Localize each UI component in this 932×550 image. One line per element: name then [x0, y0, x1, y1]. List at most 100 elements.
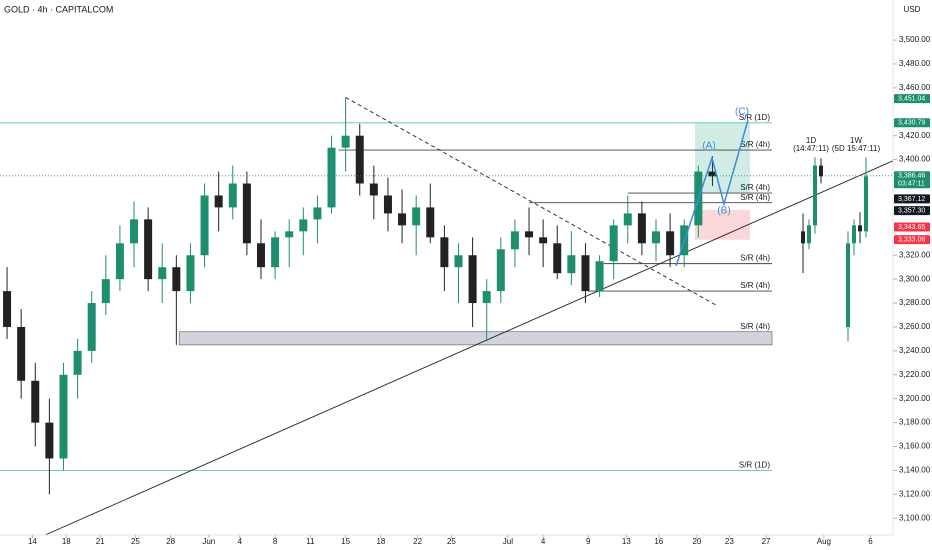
sr-label: S/R (4h) [740, 281, 770, 290]
x-tick-label: 16 [654, 537, 663, 546]
y-tick-label: 3,220.00 [899, 370, 931, 379]
y-tick-label: 3,500.00 [899, 35, 931, 44]
candle-body [846, 243, 850, 327]
candle-body [819, 165, 823, 177]
candle-body [115, 243, 124, 280]
candle-body [482, 291, 491, 304]
x-tick-label: 8 [273, 537, 278, 546]
candle-body [383, 195, 392, 214]
x-tick-label: Aug [817, 537, 831, 546]
x-tick-label: 9 [586, 537, 591, 546]
candle-body [271, 237, 280, 268]
candle-body [454, 255, 463, 268]
candle-body [17, 326, 26, 381]
sr-label: S/R (4h) [740, 193, 770, 202]
candle-body [313, 207, 322, 220]
candle-body [807, 225, 811, 244]
y-tick-label: 3,400.00 [899, 155, 931, 164]
candle-body [369, 183, 378, 196]
candle-body [101, 279, 110, 304]
candle-body [852, 225, 856, 244]
y-tick-label: 3,120.00 [899, 489, 931, 498]
candle-body [299, 219, 308, 232]
wave-path [675, 119, 749, 267]
trendline [345, 97, 717, 306]
price-badge [894, 194, 930, 204]
candle-body [398, 213, 407, 226]
candle-body [801, 231, 805, 244]
candle-body [468, 255, 477, 304]
candle-body [31, 380, 40, 423]
candle-body [285, 231, 294, 238]
sr-label: S/R (4h) [740, 183, 770, 192]
x-tick-label: 27 [762, 537, 771, 546]
inset-subtitle: (14:47:11) [793, 144, 829, 153]
y-tick-label: 3,100.00 [899, 513, 931, 522]
x-tick-label: 20 [692, 537, 701, 546]
candle-body [3, 291, 12, 327]
x-tick-label: 6 [868, 537, 873, 546]
candle-body [158, 267, 167, 280]
candle-body [45, 422, 54, 459]
chart-title: GOLD · 4h · CAPITALCOM [4, 4, 113, 14]
inset-title: 1W [850, 136, 862, 145]
price-badge-label: 3,430.79 [898, 120, 925, 127]
candle-body [651, 231, 660, 244]
sr-label: S/R (1D) [739, 461, 770, 470]
price-badge-label: 3,357.30 [898, 207, 925, 214]
inset-title: 1D [806, 136, 816, 145]
price-badge [894, 222, 930, 232]
candle-body [59, 374, 68, 459]
candle-body [186, 255, 195, 292]
candle-body [581, 255, 590, 292]
candle-body [327, 147, 336, 208]
short-risk [695, 209, 750, 240]
candle-body [813, 165, 817, 226]
currency: USD [904, 5, 921, 14]
sr-label: S/R (4h) [740, 140, 770, 149]
y-tick-label: 3,480.00 [899, 59, 931, 68]
price-badge [894, 235, 930, 245]
x-tick-label: 11 [306, 537, 315, 546]
candle-body [708, 171, 717, 177]
candle-body [214, 195, 223, 208]
y-tick-label: 3,280.00 [899, 298, 931, 307]
candle-body [87, 303, 96, 351]
price-badge [894, 206, 930, 216]
x-tick-label: 22 [413, 537, 422, 546]
candle-body [595, 261, 604, 292]
sr-zone [178, 331, 773, 346]
trendline [44, 160, 894, 536]
candle-body [666, 231, 675, 256]
candle-body [858, 225, 862, 232]
candle-body [864, 176, 868, 232]
candle-body [172, 267, 181, 292]
candle-body [130, 219, 139, 244]
candle-body [525, 231, 534, 238]
y-tick-label: 3,160.00 [899, 442, 931, 451]
price-axis [893, 0, 932, 550]
x-tick-label: 18 [62, 537, 71, 546]
y-tick-label: 3,180.00 [899, 418, 931, 427]
candle-body [355, 135, 364, 184]
y-tick-label: 3,260.00 [899, 322, 931, 331]
price-badge [894, 171, 930, 189]
x-tick-label: 25 [447, 537, 456, 546]
y-tick-label: 3,420.00 [899, 131, 931, 140]
y-tick-label: 3,460.00 [899, 83, 931, 92]
candle-body [144, 219, 153, 280]
y-tick-label: 3,320.00 [899, 250, 931, 259]
x-tick-label: 18 [376, 537, 385, 546]
candle-body [440, 237, 449, 268]
candle-body [341, 135, 350, 148]
price-badge-label: 3,451.04 [898, 95, 925, 102]
price-badge [894, 118, 930, 128]
sr-label: S/R (1D) [739, 113, 770, 122]
sr-label: S/R (4h) [740, 254, 770, 263]
candle-body [567, 255, 576, 274]
candle-body [412, 207, 421, 226]
x-tick-label: Jul [503, 537, 513, 546]
inset-subtitle: (5D 15:47:11) [832, 144, 881, 153]
